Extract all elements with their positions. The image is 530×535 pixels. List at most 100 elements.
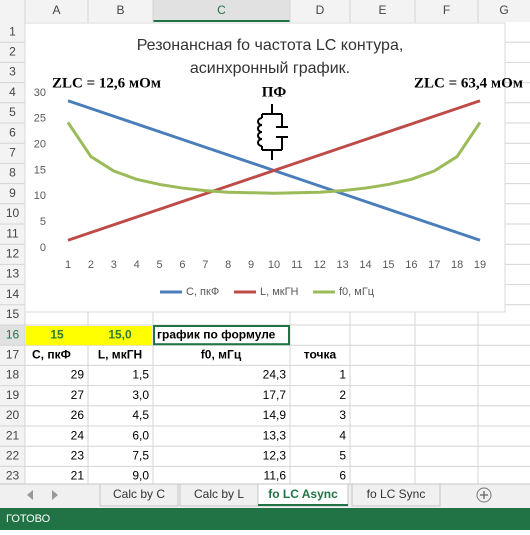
add-sheet-plus <box>480 491 488 499</box>
cell: 14,9 <box>263 408 287 422</box>
circuit-icon <box>257 104 288 160</box>
x-tick-label: 7 <box>202 259 208 271</box>
cell: 12,3 <box>263 448 287 462</box>
cell: 24 <box>71 428 85 442</box>
row-header: 15 <box>6 307 20 321</box>
row-header: 14 <box>6 287 20 301</box>
sheet-tab-label[interactable]: Calc by C <box>113 487 165 501</box>
cell: 17,7 <box>263 388 287 402</box>
cell: 6 <box>339 469 346 483</box>
row-header: 19 <box>6 388 20 402</box>
x-tick-label: 3 <box>111 259 117 271</box>
sheet-tab-label[interactable]: fo LC Sync <box>367 487 426 501</box>
cell: 15,0 <box>108 327 132 341</box>
x-tick-label: 16 <box>405 259 417 271</box>
cell: 3,0 <box>132 388 149 402</box>
row-header: 5 <box>9 105 16 119</box>
yellow-cell <box>26 326 152 346</box>
column-header-selected <box>153 0 290 22</box>
x-tick-label: 6 <box>179 259 185 271</box>
y-tick-label: 25 <box>34 113 46 125</box>
y-tick-label: 20 <box>34 139 46 151</box>
cell: 24,3 <box>263 368 287 382</box>
legend-label: f0, мГц <box>339 286 375 298</box>
cell: 27 <box>71 388 85 402</box>
x-tick-label: 19 <box>474 259 486 271</box>
cell: 26 <box>71 408 85 422</box>
circuit-coil <box>257 117 263 147</box>
row-header: 11 <box>6 226 19 240</box>
column-header: F <box>443 3 450 17</box>
scroll-left[interactable] <box>27 490 33 500</box>
row-header: 17 <box>6 347 20 361</box>
cell: точка <box>304 347 337 361</box>
x-tick-label: 4 <box>134 259 140 271</box>
cell: 4 <box>339 428 346 442</box>
y-tick-label: 5 <box>40 216 46 228</box>
y-tick-label: 30 <box>34 87 46 99</box>
series-line <box>67 99 481 242</box>
cell: 4,5 <box>132 408 149 422</box>
row-header: 7 <box>9 145 16 159</box>
cell: L, мкГН <box>98 347 142 361</box>
add-sheet[interactable] <box>476 487 492 503</box>
row-header: 23 <box>6 469 20 483</box>
cell: 9,0 <box>132 469 149 483</box>
row-header: 22 <box>6 448 20 462</box>
x-tick-label: 18 <box>451 259 463 271</box>
annotation: ZLC = 63,4 мОм <box>414 75 523 91</box>
selected-cell <box>153 325 290 346</box>
sheet-tab-label[interactable]: fo LC Async <box>268 487 338 501</box>
cell: 3 <box>339 408 346 422</box>
row-header: 21 <box>6 428 20 442</box>
cell: 1,5 <box>132 368 149 382</box>
cell: 13,3 <box>263 428 287 442</box>
sheet-tab[interactable] <box>99 483 179 507</box>
annotation: ПФ <box>262 84 287 100</box>
row-header: 20 <box>6 408 20 422</box>
row-header: 9 <box>9 186 16 200</box>
cell: C, пкФ <box>32 347 71 361</box>
status-bar <box>0 508 530 530</box>
cell: 1 <box>339 368 346 382</box>
cell: 2 <box>339 388 346 402</box>
cell: 6,0 <box>132 428 149 442</box>
cell: график по формуле <box>157 327 276 341</box>
row-header: 10 <box>6 206 20 220</box>
row-header: 2 <box>9 44 16 58</box>
column-header: A <box>52 3 60 17</box>
scroll-right[interactable] <box>52 490 58 500</box>
chart-title: асинхронный график. <box>190 60 350 77</box>
circuit-wire <box>261 104 288 160</box>
cell: 7,5 <box>132 448 149 462</box>
x-tick-label: 10 <box>268 259 280 271</box>
row-header: 12 <box>6 246 20 260</box>
x-tick-label: 13 <box>337 259 349 271</box>
chart-title: Резонансная fo частота LC контура, <box>137 37 404 54</box>
x-tick-label: 14 <box>359 259 371 271</box>
cell: f0, мГц <box>201 347 242 361</box>
row-header: 8 <box>9 166 16 180</box>
sheet-tab-label[interactable]: Calc by L <box>194 487 244 501</box>
annotation: ZLC = 12,6 мОм <box>52 75 161 91</box>
y-tick-label: 0 <box>40 242 46 254</box>
column-header: E <box>378 3 386 17</box>
x-tick-label: 15 <box>382 259 394 271</box>
row-header: 1 <box>9 24 16 38</box>
row-header: 16 <box>6 327 20 341</box>
x-tick-label: 12 <box>314 259 326 271</box>
x-tick-label: 17 <box>428 259 440 271</box>
y-tick-label: 10 <box>34 190 46 202</box>
x-tick-label: 2 <box>88 259 94 271</box>
row-header: 18 <box>6 368 20 382</box>
row-header-bar <box>0 22 25 484</box>
cell: 21 <box>71 469 85 483</box>
column-header: D <box>316 3 325 17</box>
status-text: ГОТОВО <box>6 513 51 525</box>
sheet-tab[interactable] <box>351 483 441 507</box>
column-header: G <box>499 3 508 17</box>
legend-label: L, мкГН <box>260 286 299 298</box>
legend-label: C, пкФ <box>186 286 219 298</box>
y-tick-label: 15 <box>34 164 46 176</box>
